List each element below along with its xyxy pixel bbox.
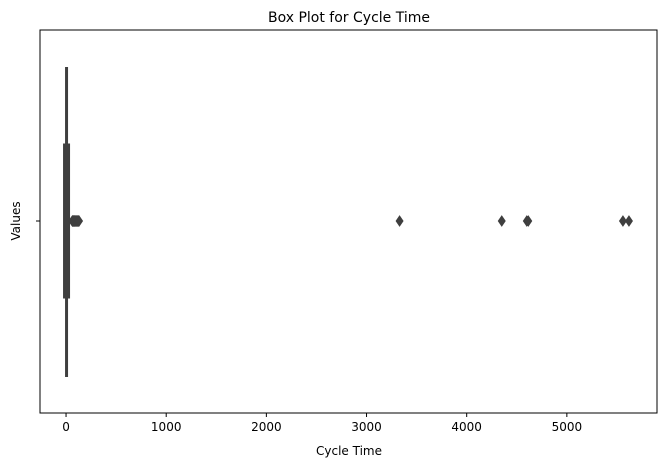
outlier-point — [497, 215, 506, 227]
outlier-point — [624, 215, 633, 227]
outlier-point — [524, 215, 533, 227]
outlier-point — [618, 215, 627, 227]
x-tick-label: 2000 — [251, 420, 282, 434]
x-tick-label: 1000 — [151, 420, 182, 434]
y-axis-label: Values — [9, 201, 23, 240]
plot-frame — [39, 29, 658, 414]
x-axis-label: Cycle Time — [316, 444, 382, 458]
x-tick-label: 5000 — [552, 420, 583, 434]
x-tick-label: 4000 — [451, 420, 482, 434]
outlier-point — [395, 215, 404, 227]
x-tick-label: 3000 — [351, 420, 382, 434]
plot-area — [63, 67, 633, 377]
chart-title: Box Plot for Cycle Time — [268, 10, 430, 26]
x-tick-label: 0 — [62, 420, 70, 434]
outlier-point — [75, 215, 84, 227]
x-axis-ticks: 0 1000 2000 3000 4000 5000 — [62, 413, 582, 434]
